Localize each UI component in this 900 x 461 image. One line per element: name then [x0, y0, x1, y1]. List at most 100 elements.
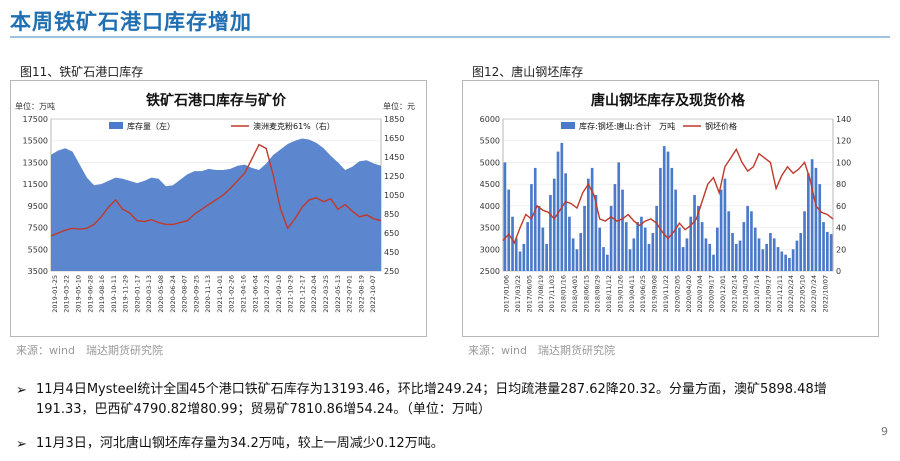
inventory-bar	[507, 189, 511, 271]
inventory-bar	[541, 227, 545, 271]
x-tick-label: 2022/10/07	[821, 275, 829, 312]
inventory-bar	[579, 233, 583, 271]
x-tick-label: 2018/11/12	[605, 275, 613, 312]
inventory-bar	[807, 173, 810, 271]
x-tick-label: 2021-09-10	[275, 275, 283, 313]
x-tick-label: 2020-08-07	[181, 275, 189, 313]
bullet-1-line1: 11月4日Mysteel统计全国45个港口铁矿石库存为13193.46，环比增2…	[36, 382, 827, 397]
x-tick-label: 2019/06/25	[639, 275, 647, 312]
x-tick-label: 2020/02/05	[673, 275, 681, 312]
x-tick-label: 2021-06-04	[251, 275, 259, 313]
y-right-tick-label: 140	[836, 115, 851, 124]
inventory-bar	[530, 184, 533, 271]
inventory-bar	[659, 167, 662, 271]
bullet-2: 11月3日，河北唐山钢坯库存量为34.2万吨，较上一周减少0.12万吨。	[36, 434, 896, 454]
bullet-1: 11月4日Mysteel统计全国45个港口铁矿石库存为13193.46，环比增2…	[36, 380, 896, 420]
page-number: 9	[881, 425, 888, 438]
y-left-tick-label: 11500	[23, 180, 48, 189]
inventory-bar	[533, 167, 537, 271]
y-right-tick-label: 850	[384, 210, 399, 219]
bullet-arrow-icon: ➢	[16, 437, 27, 452]
inventory-bar	[685, 238, 689, 271]
inventory-bar	[628, 249, 632, 271]
price-line-series	[502, 147, 834, 245]
inventory-bar	[727, 211, 731, 271]
x-tick-label: 2019-08-16	[98, 275, 106, 313]
x-tick-label: 2022-10-07	[369, 275, 377, 313]
inventory-bar	[681, 247, 685, 271]
inventory-bar	[522, 243, 526, 271]
inventory-bar	[765, 243, 768, 271]
x-tick-label: 2019-03-22	[63, 275, 71, 313]
y-left-tick-label: 17500	[23, 115, 48, 124]
page-title: 本周铁矿石港口库存增加	[10, 10, 252, 34]
y-left-tick-label: 3500	[28, 267, 48, 276]
inventory-bar	[826, 231, 829, 271]
y-left-tick-label: 4500	[480, 180, 500, 189]
x-tick-label: 2021-04-16	[239, 275, 247, 313]
x-tick-label: 2018/04/01	[571, 275, 579, 312]
inventory-bar	[613, 184, 617, 271]
inventory-bar	[632, 238, 636, 271]
x-tick-label: 2019-05-10	[74, 275, 82, 313]
x-tick-label: 2022/05/10	[799, 275, 807, 312]
y-left-tick-label: 5000	[480, 158, 500, 167]
inventory-bar	[791, 249, 795, 271]
y-right-tick-label: 80	[836, 180, 846, 189]
inventory-bar	[602, 247, 605, 271]
x-tick-label: 2020-06-24	[169, 275, 177, 313]
x-tick-label: 2022/02/24	[787, 275, 795, 312]
bullet-2-line1: 11月3日，河北唐山钢坯库存量为34.2万吨，较上一周减少0.12万吨。	[36, 436, 444, 451]
inventory-bar	[799, 233, 803, 271]
x-tick-label: 2019-06-28	[86, 275, 94, 313]
bullet-arrow-icon: ➢	[16, 383, 27, 398]
inventory-bar	[655, 205, 658, 271]
chart-title: 铁矿石港口库存与矿价	[146, 92, 287, 109]
y-left-tick-label: 15500	[23, 137, 48, 146]
y-right-tick-label: 40	[836, 224, 846, 233]
x-tick-label: 2020/04/20	[685, 275, 693, 312]
figure-12-source: 来源：wind 瑞达期货研究院	[468, 344, 616, 357]
inventory-bar	[753, 227, 757, 271]
inventory-bar	[617, 162, 621, 271]
y-left-tick-label: 2500	[480, 267, 500, 276]
x-tick-label: 2022-05-13	[334, 275, 342, 313]
chart-billet: 唐山钢坯库存及现货价格 6000 5500 5000 4500 4000 3500 3000 2…	[462, 80, 879, 337]
y-left-tick-label: 4000	[480, 202, 500, 211]
inventory-bar	[643, 227, 647, 271]
x-tick-label: 2017/01/06	[503, 275, 511, 312]
y-left-tick-label: 7500	[28, 224, 48, 233]
inventory-bar	[689, 216, 693, 271]
y-left-tick-label: 3500	[480, 224, 500, 233]
y-right-tick-label: 60	[836, 202, 846, 211]
inventory-bar	[583, 205, 586, 271]
y-right-tick-label: 250	[384, 267, 399, 276]
x-tick-label: 2022-07-01	[346, 275, 354, 313]
inventory-bar	[742, 222, 746, 271]
inventory-bar	[518, 251, 522, 271]
inventory-bar	[784, 254, 787, 271]
inventory-bar	[606, 254, 609, 271]
x-tick-label: 2020-05-08	[157, 275, 165, 313]
inventory-bar	[810, 159, 814, 271]
inventory-bar	[772, 238, 776, 271]
x-tick-label: 2022-03-25	[322, 275, 330, 313]
figure-11-caption: 图11、铁矿石港口库存	[20, 65, 144, 79]
legend-label-price: 澳洲麦克粉61%（右）	[253, 121, 335, 131]
x-tick-label: 2020-09-25	[192, 275, 200, 313]
inventory-bar	[552, 178, 556, 271]
y-right-tick-label: 1650	[384, 134, 404, 143]
x-tick-label: 2021/09/27	[764, 275, 772, 312]
inventory-bar	[829, 234, 833, 271]
legend-swatch-inventory	[561, 122, 575, 129]
inventory-bar	[590, 167, 594, 271]
y-right-tick-label: 120	[836, 137, 851, 146]
y-left-tick-label: 9500	[28, 202, 48, 211]
inventory-bar	[761, 249, 765, 271]
y-right-tick-label: 1250	[384, 172, 404, 181]
y-right-tick-label: 20	[836, 245, 846, 254]
x-tick-label: 2020/09/17	[708, 275, 716, 312]
inventory-bar	[734, 243, 738, 271]
y-left-tick-label: 6000	[480, 115, 500, 124]
